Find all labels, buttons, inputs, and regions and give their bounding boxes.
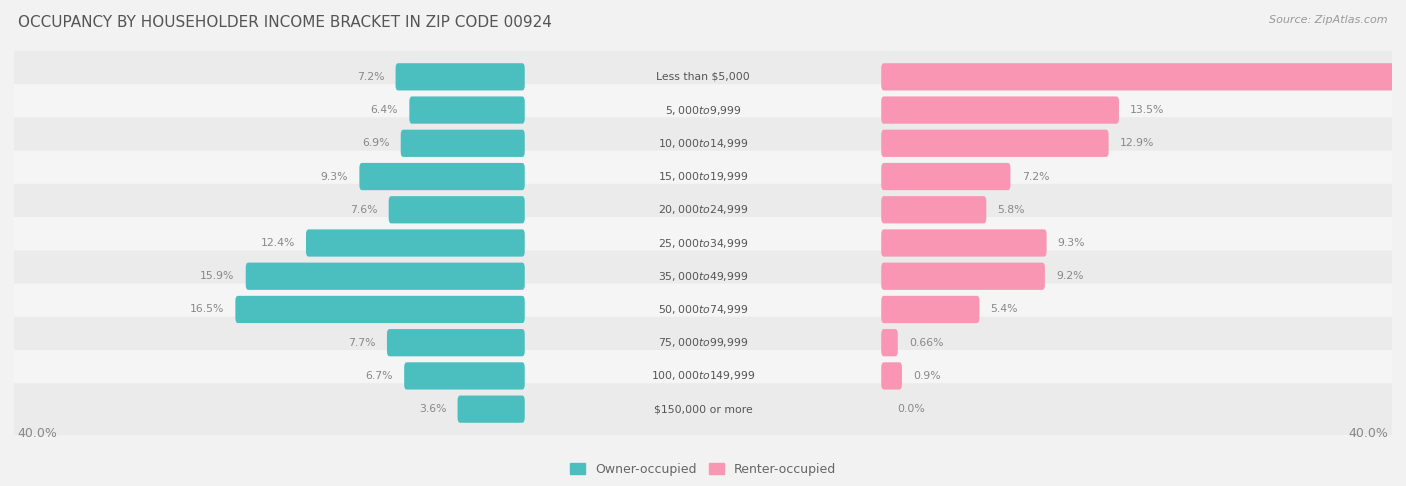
FancyBboxPatch shape	[235, 296, 524, 323]
Text: $10,000 to $14,999: $10,000 to $14,999	[658, 137, 748, 150]
Text: 0.66%: 0.66%	[910, 338, 943, 347]
Text: 15.9%: 15.9%	[200, 271, 235, 281]
FancyBboxPatch shape	[882, 296, 980, 323]
Legend: Owner-occupied, Renter-occupied: Owner-occupied, Renter-occupied	[569, 463, 837, 476]
FancyBboxPatch shape	[246, 262, 524, 290]
Text: $75,000 to $99,999: $75,000 to $99,999	[658, 336, 748, 349]
Text: $50,000 to $74,999: $50,000 to $74,999	[658, 303, 748, 316]
Text: 7.2%: 7.2%	[357, 72, 384, 82]
FancyBboxPatch shape	[882, 130, 1108, 157]
FancyBboxPatch shape	[0, 250, 1406, 302]
FancyBboxPatch shape	[387, 329, 524, 356]
Text: $5,000 to $9,999: $5,000 to $9,999	[665, 104, 741, 117]
FancyBboxPatch shape	[404, 362, 524, 390]
Text: 5.8%: 5.8%	[997, 205, 1025, 215]
FancyBboxPatch shape	[0, 350, 1406, 402]
Text: 12.4%: 12.4%	[260, 238, 295, 248]
Text: 5.4%: 5.4%	[991, 304, 1018, 314]
Text: $25,000 to $34,999: $25,000 to $34,999	[658, 237, 748, 249]
Text: $100,000 to $149,999: $100,000 to $149,999	[651, 369, 755, 382]
Text: 9.3%: 9.3%	[1057, 238, 1085, 248]
FancyBboxPatch shape	[0, 151, 1406, 203]
FancyBboxPatch shape	[360, 163, 524, 190]
Text: 16.5%: 16.5%	[190, 304, 224, 314]
Text: $20,000 to $24,999: $20,000 to $24,999	[658, 203, 748, 216]
FancyBboxPatch shape	[457, 396, 524, 423]
Text: 0.9%: 0.9%	[912, 371, 941, 381]
Text: 40.0%: 40.0%	[1348, 427, 1389, 439]
FancyBboxPatch shape	[0, 118, 1406, 169]
FancyBboxPatch shape	[0, 217, 1406, 269]
Text: 6.4%: 6.4%	[371, 105, 398, 115]
FancyBboxPatch shape	[0, 283, 1406, 335]
FancyBboxPatch shape	[882, 96, 1119, 124]
FancyBboxPatch shape	[0, 317, 1406, 368]
FancyBboxPatch shape	[882, 163, 1011, 190]
Text: 7.7%: 7.7%	[349, 338, 375, 347]
FancyBboxPatch shape	[882, 63, 1406, 90]
Text: $35,000 to $49,999: $35,000 to $49,999	[658, 270, 748, 283]
Text: 40.0%: 40.0%	[17, 427, 58, 439]
FancyBboxPatch shape	[409, 96, 524, 124]
FancyBboxPatch shape	[388, 196, 524, 224]
FancyBboxPatch shape	[307, 229, 524, 257]
FancyBboxPatch shape	[882, 262, 1045, 290]
FancyBboxPatch shape	[0, 383, 1406, 435]
FancyBboxPatch shape	[0, 51, 1406, 103]
Text: 7.6%: 7.6%	[350, 205, 377, 215]
FancyBboxPatch shape	[401, 130, 524, 157]
Text: 9.2%: 9.2%	[1056, 271, 1084, 281]
Text: OCCUPANCY BY HOUSEHOLDER INCOME BRACKET IN ZIP CODE 00924: OCCUPANCY BY HOUSEHOLDER INCOME BRACKET …	[18, 15, 553, 30]
FancyBboxPatch shape	[882, 362, 901, 390]
Text: 12.9%: 12.9%	[1119, 139, 1154, 148]
FancyBboxPatch shape	[395, 63, 524, 90]
Text: 0.0%: 0.0%	[897, 404, 925, 414]
Text: $150,000 or more: $150,000 or more	[654, 404, 752, 414]
FancyBboxPatch shape	[882, 329, 898, 356]
Text: $15,000 to $19,999: $15,000 to $19,999	[658, 170, 748, 183]
Text: 6.9%: 6.9%	[361, 139, 389, 148]
Text: 6.7%: 6.7%	[366, 371, 392, 381]
FancyBboxPatch shape	[0, 84, 1406, 136]
Text: 9.3%: 9.3%	[321, 172, 349, 182]
Text: 3.6%: 3.6%	[419, 404, 446, 414]
Text: Less than $5,000: Less than $5,000	[657, 72, 749, 82]
Text: Source: ZipAtlas.com: Source: ZipAtlas.com	[1270, 15, 1388, 25]
FancyBboxPatch shape	[882, 229, 1046, 257]
Text: 7.2%: 7.2%	[1022, 172, 1049, 182]
FancyBboxPatch shape	[0, 184, 1406, 236]
Text: 13.5%: 13.5%	[1130, 105, 1164, 115]
FancyBboxPatch shape	[882, 196, 987, 224]
